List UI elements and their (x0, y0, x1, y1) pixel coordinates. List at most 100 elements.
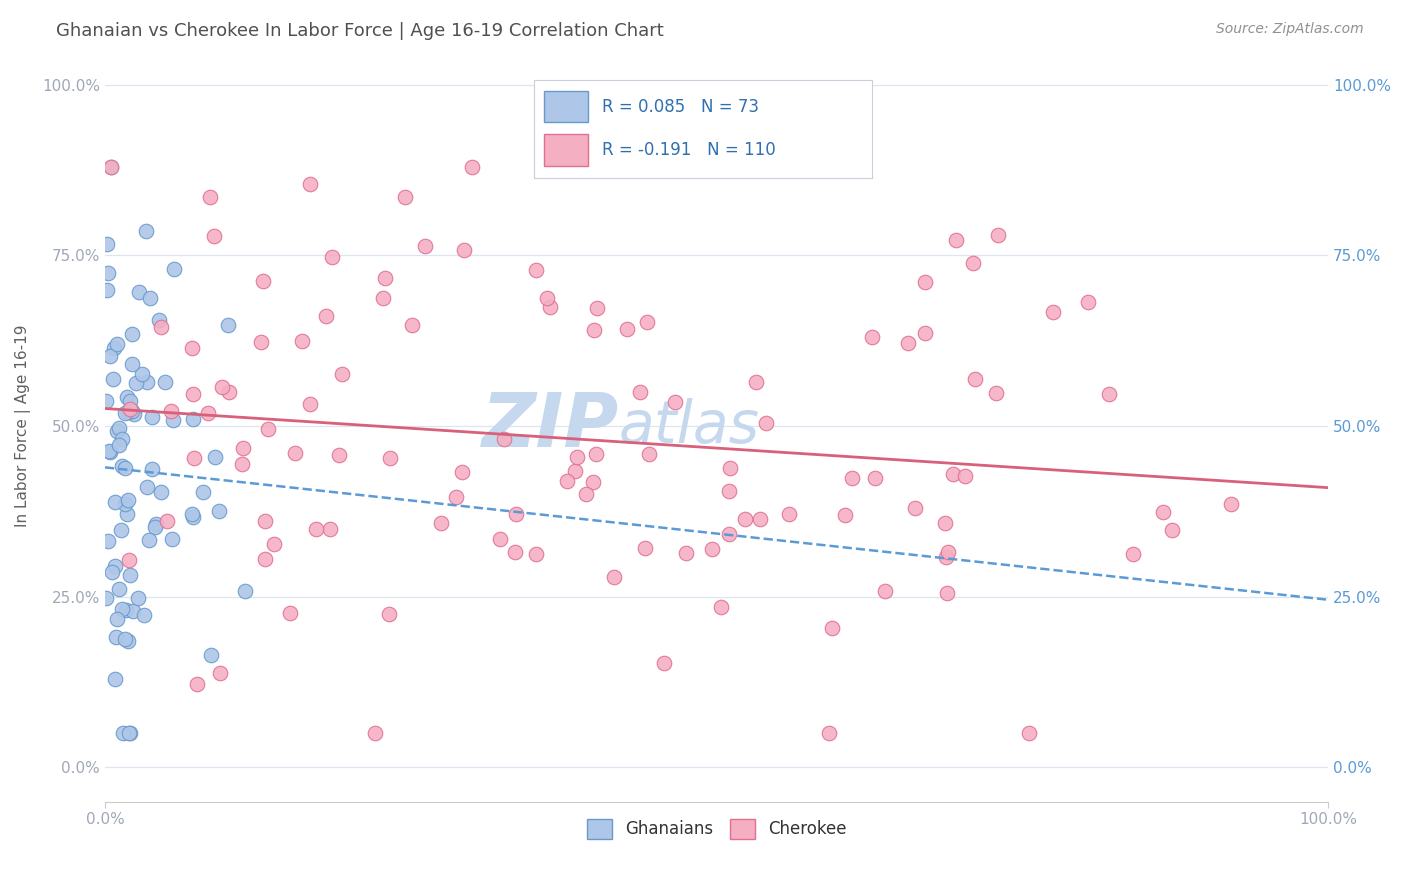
Point (938, 545, 960, 559)
Text: Ghanaian vs Cherokee In Labor Force | Age 16-19 Correlation Chart: Ghanaian vs Cherokee In Labor Force | Ag… (56, 22, 664, 40)
Point (97, 443, 120, 458)
Point (153, 376, 176, 390)
Point (120, 726, 142, 740)
Point (942, 467, 965, 482)
Point (204, 450, 226, 464)
Point (586, 301, 609, 316)
Point (105, 612, 128, 626)
Point (98, 445, 121, 459)
Point (209, 665, 232, 680)
Point (186, 676, 208, 690)
Bar (544, 91, 588, 122)
Point (231, 457, 253, 471)
Text: Source: ZipAtlas.com: Source: ZipAtlas.com (1216, 22, 1364, 37)
Point (965, 372, 987, 386)
Point (1122, 547, 1144, 561)
Point (444, 490, 467, 504)
Point (162, 413, 184, 427)
Point (105, 630, 128, 644)
Point (278, 606, 301, 620)
Point (860, 330, 883, 344)
Point (122, 604, 145, 618)
Point (749, 512, 772, 526)
Point (378, 607, 401, 622)
Point (156, 514, 179, 528)
Point (118, 553, 141, 567)
Text: R = 0.085   N = 73: R = 0.085 N = 73 (602, 98, 759, 116)
Point (121, 357, 143, 371)
Point (834, 508, 856, 523)
Point (1098, 387, 1121, 401)
Point (702, 541, 724, 556)
Point (160, 404, 183, 418)
Point (305, 522, 328, 536)
Point (149, 484, 172, 499)
Point (555, 475, 578, 489)
Point (100, 160, 122, 174)
Point (778, 507, 800, 521)
Point (841, 471, 863, 485)
Point (1077, 294, 1099, 309)
Point (564, 464, 586, 478)
Point (820, 621, 842, 635)
Point (181, 411, 204, 425)
Point (717, 526, 740, 541)
Point (987, 227, 1010, 242)
Text: atlas: atlas (619, 398, 759, 455)
Point (585, 447, 607, 461)
Point (128, 285, 150, 299)
Point (252, 274, 274, 288)
Point (461, 160, 484, 174)
Point (582, 323, 605, 337)
Point (145, 517, 167, 532)
Point (1018, 726, 1040, 740)
Point (105, 337, 128, 351)
Point (873, 584, 896, 599)
Point (139, 291, 162, 305)
Point (374, 271, 396, 285)
Point (181, 387, 204, 401)
Point (315, 310, 337, 324)
Point (328, 448, 350, 462)
Point (232, 441, 254, 455)
Point (734, 511, 756, 525)
Point (718, 460, 741, 475)
Point (664, 394, 686, 409)
Point (135, 224, 157, 238)
Point (97, 533, 120, 548)
Point (97, 266, 120, 280)
Point (103, 341, 125, 355)
Point (675, 546, 697, 560)
Point (148, 312, 170, 326)
Point (120, 568, 142, 582)
Point (96, 284, 118, 298)
Point (904, 500, 927, 515)
Point (131, 367, 153, 381)
Point (524, 547, 547, 561)
Point (183, 451, 205, 466)
Point (817, 726, 839, 740)
Point (111, 458, 134, 473)
Point (127, 591, 149, 606)
Point (118, 402, 141, 417)
Point (181, 510, 204, 524)
Point (163, 261, 186, 276)
Point (451, 465, 474, 479)
Point (122, 407, 145, 421)
Point (180, 507, 202, 521)
Point (934, 516, 956, 530)
Point (755, 416, 778, 430)
Point (364, 726, 387, 740)
Legend: Ghanaians, Cherokee: Ghanaians, Cherokee (579, 812, 853, 846)
Point (914, 275, 936, 289)
Point (103, 371, 125, 385)
Point (111, 726, 134, 740)
Point (536, 291, 558, 305)
Point (291, 334, 314, 349)
Point (217, 318, 239, 332)
Point (744, 376, 766, 390)
Bar (544, 134, 588, 166)
Point (200, 648, 222, 663)
Point (503, 544, 526, 558)
Point (637, 447, 659, 461)
